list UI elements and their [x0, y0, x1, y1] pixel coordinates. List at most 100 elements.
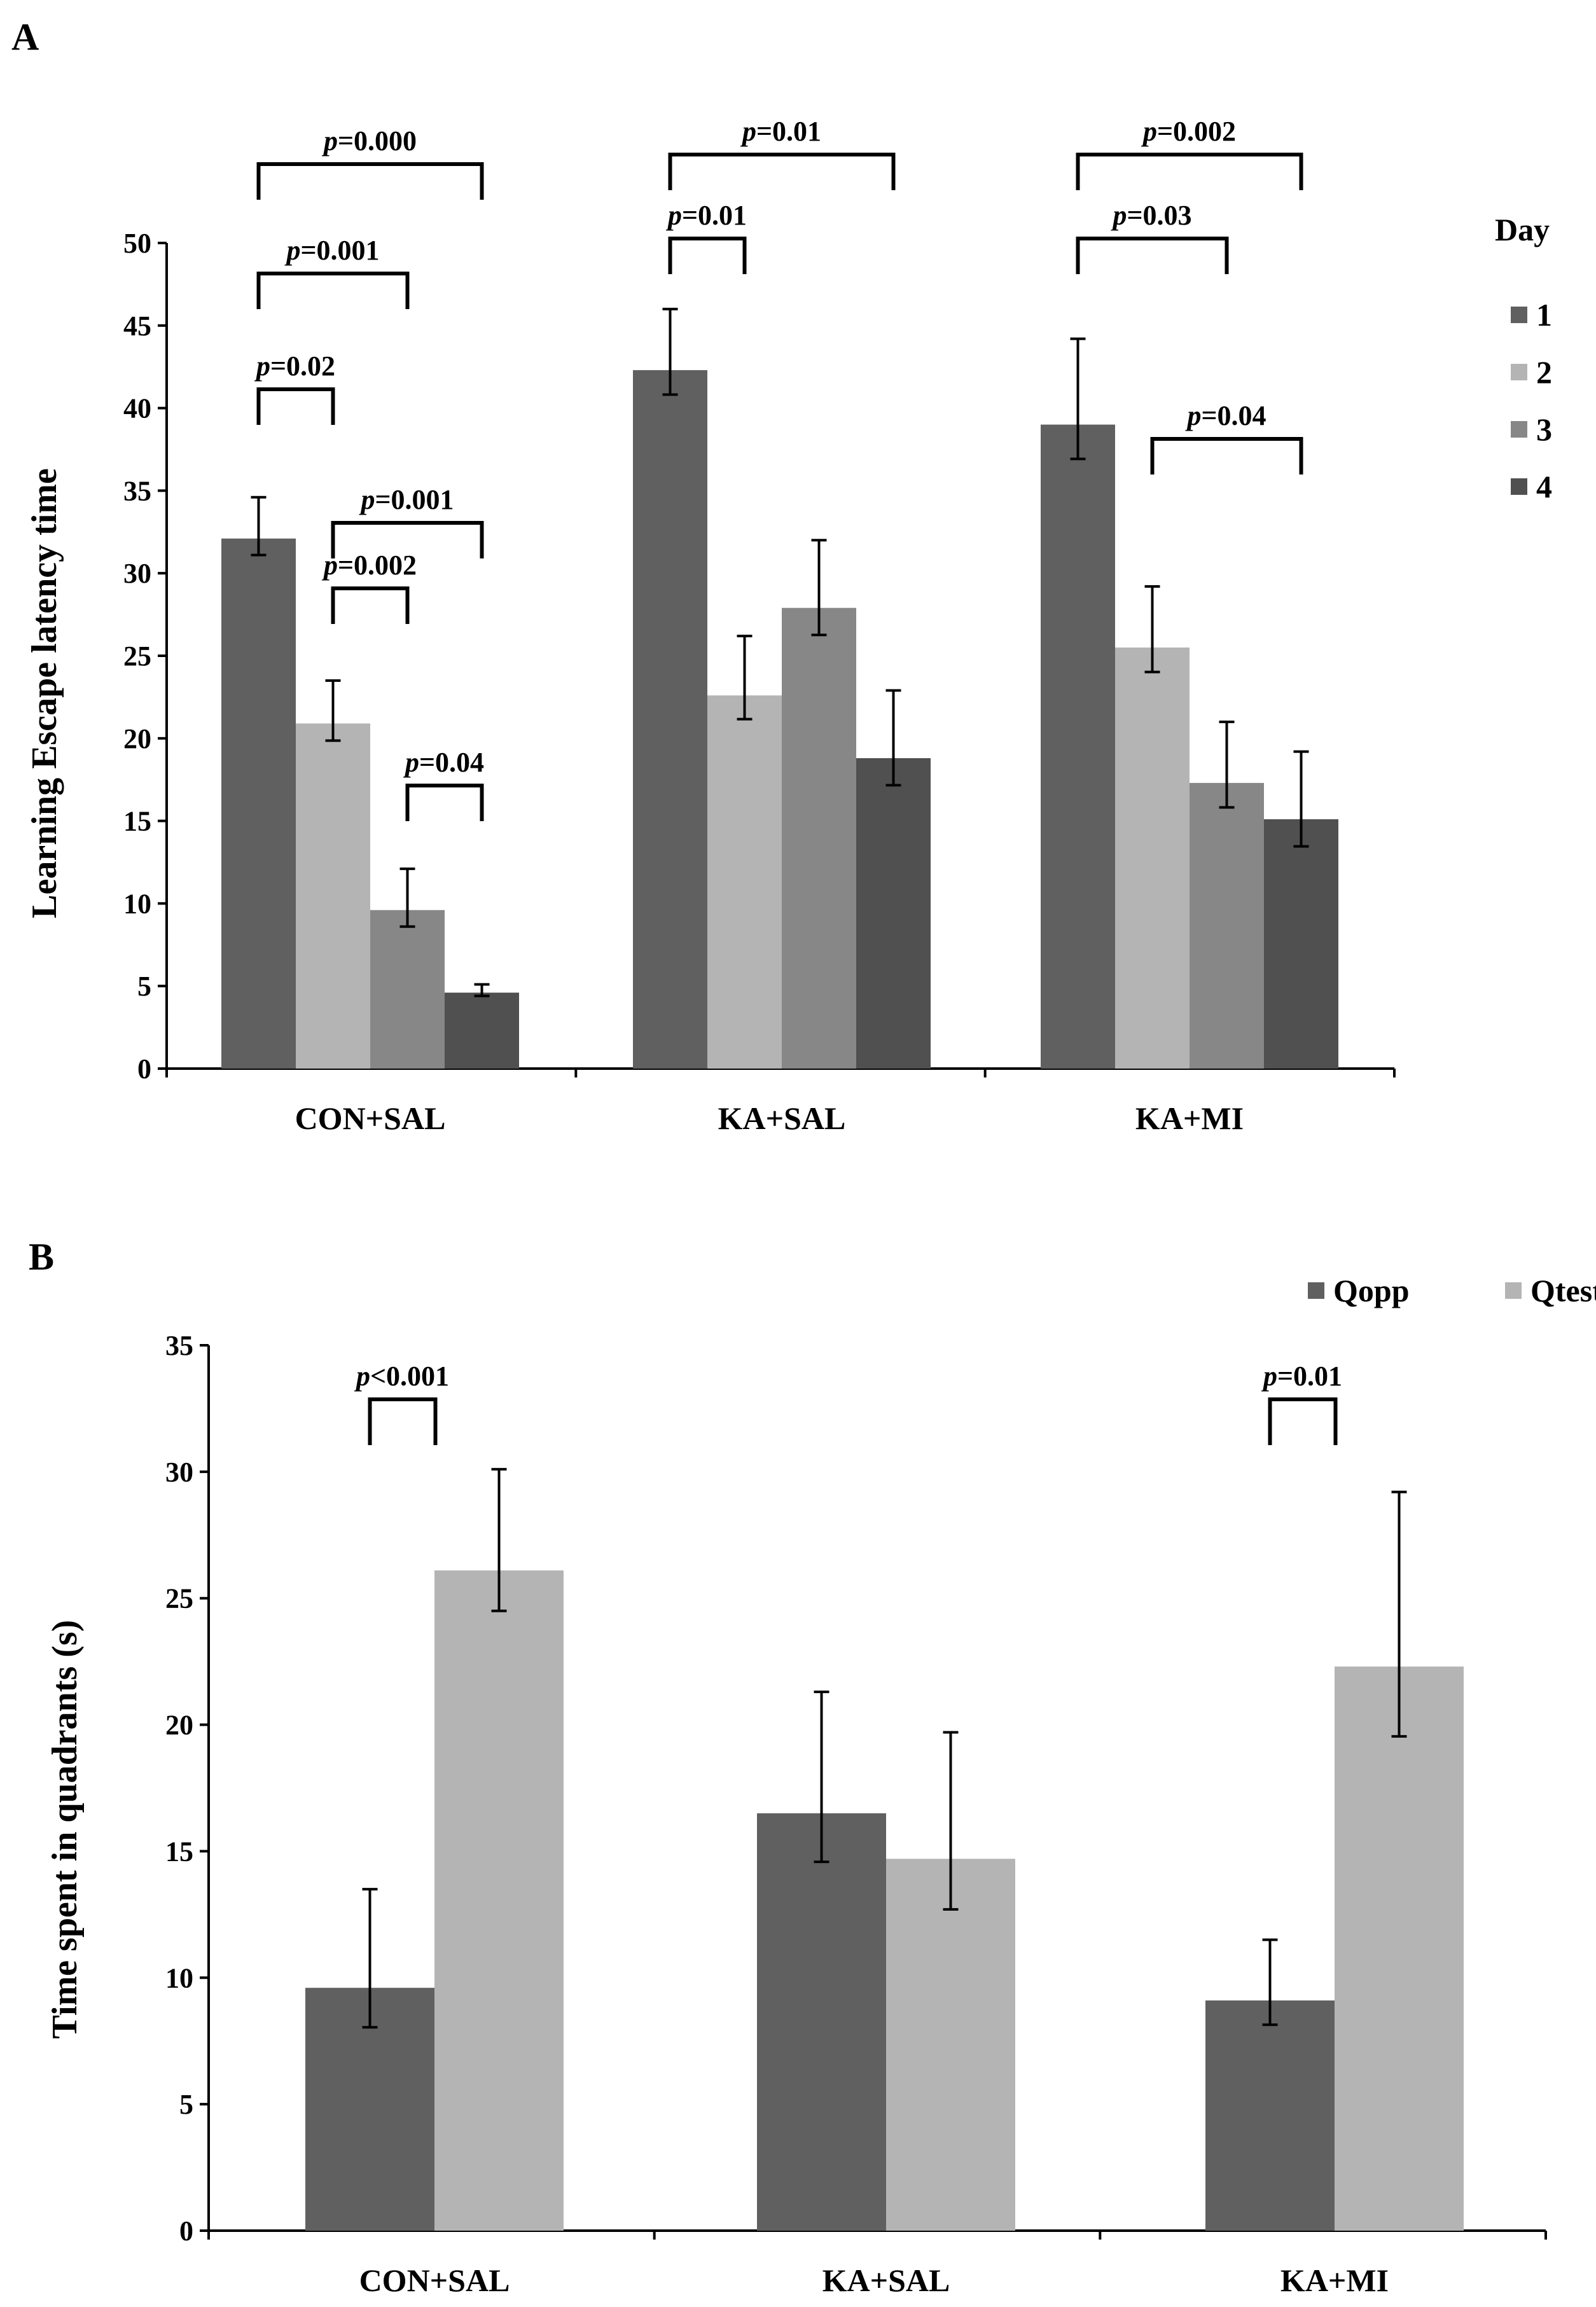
panel-a-significance-bracket: [331, 586, 410, 624]
panel-a-p-symbol: p: [1110, 200, 1127, 231]
panel-a-bar-series-4-KA+MI: [1264, 819, 1338, 1069]
panel-a-significance-brackets: p=0.000p=0.001p=0.02p=0.001p=0.002p=0.04…: [254, 116, 1303, 821]
panel-a-significance-bracket: [1076, 237, 1229, 274]
panel-b-bar-series-Qopp-KA+MI: [1205, 2000, 1335, 2231]
panel-a-p-value: =0.002: [1157, 116, 1236, 147]
panel-a-bar-series-3-CON+SAL: [370, 910, 445, 1069]
panel-b-bar-series-Qtest-KA+MI: [1335, 1666, 1464, 2231]
panel-a-bar-series-1-KA+SAL: [633, 370, 707, 1069]
panel-a-significance-bracket: [1150, 437, 1303, 475]
panel-a-legend-swatch-2: [1511, 364, 1527, 380]
panel-a-p-value: =0.01: [756, 116, 821, 147]
panel-b-y-tick-label: 10: [165, 1962, 193, 1993]
panel-b-y-axis-label: Time spent in quadrants (s): [45, 1620, 85, 2039]
panel-b-legend-label-Qtest: Qtest: [1530, 1273, 1596, 1308]
panel-a-p-value-label: p=0.002: [1141, 116, 1236, 147]
panel-b-letter: B: [29, 1236, 54, 1278]
panel-b-category-label: KA+SAL: [822, 2262, 950, 2298]
panel-a-significance-bracket: [331, 521, 484, 558]
panel-a-p-value: =0.001: [375, 484, 454, 515]
panel-b-category-label: KA+MI: [1280, 2262, 1389, 2298]
panel-a-p-value-label: p=0.01: [665, 200, 747, 231]
panel-a-y-tick-label: 35: [123, 475, 151, 506]
panel-b-p-symbol: p: [1261, 1361, 1277, 1392]
panel-a-y-tick-label: 10: [123, 888, 151, 919]
panel-a-bar-series-1-CON+SAL: [221, 538, 296, 1069]
panel-b-legend-label-Qopp: Qopp: [1333, 1273, 1410, 1308]
panel-a-p-value-label: p=0.02: [254, 350, 335, 382]
panel-a-y-tick-label: 50: [123, 228, 151, 259]
panel-a-significance-bracket: [256, 272, 410, 309]
panel-a-p-value: =0.02: [270, 350, 335, 382]
panel-a-significance-bracket: [405, 784, 484, 821]
panel-a-axes: 0 5 10 15 20 25 30 35 40 45 50 CON+SAL KA+SAL KA+MI: [123, 228, 1396, 1136]
panel-a-bar-series-2-KA+SAL: [707, 695, 782, 1069]
panel-a: A 0 5 10 15 20 25 30 35 40 45 50 CON+SAL KA+SAL KA+MI…: [11, 16, 1552, 1136]
panel-a-y-tick-label: 15: [123, 806, 151, 837]
panel-b-legend-swatch-Qtest: [1505, 1282, 1522, 1299]
panel-a-p-value-label: p=0.03: [1110, 200, 1191, 231]
panel-a-legend: Day 1 2 3 4: [1495, 212, 1552, 504]
panel-a-p-value: =0.001: [300, 235, 379, 266]
panel-a-p-symbol: p: [284, 235, 300, 266]
panel-a-p-value-label: p=0.04: [403, 747, 484, 778]
panel-a-y-tick-label: 5: [137, 971, 151, 1002]
panel-b-p-value: <0.001: [370, 1361, 449, 1392]
panel-a-legend-label-4: 4: [1536, 469, 1552, 504]
panel-b-y-tick-label: 35: [165, 1330, 193, 1361]
panel-a-bar-series-3-KA+MI: [1190, 782, 1264, 1069]
panel-a-category-label: KA+SAL: [718, 1100, 846, 1136]
panel-a-legend-swatch-4: [1511, 478, 1527, 495]
panel-a-p-value-label: p=0.002: [321, 550, 417, 581]
panel-a-p-value: =0.04: [1201, 400, 1266, 431]
panel-a-y-axis-label: Learning Escape latency time: [25, 468, 64, 918]
panel-a-legend-label-2: 2: [1536, 354, 1552, 390]
panel-a-p-value-label: p=0.001: [358, 484, 454, 515]
panel-a-p-symbol: p: [321, 125, 338, 156]
panel-a-y-tick-label: 45: [123, 310, 151, 342]
panel-a-p-symbol: p: [254, 350, 270, 382]
panel-a-p-symbol: p: [1184, 400, 1201, 431]
panel-a-bar-series-2-KA+MI: [1115, 648, 1190, 1069]
panel-a-p-symbol: p: [358, 484, 375, 515]
panel-b-legend-swatch-Qopp: [1308, 1282, 1324, 1299]
panel-a-p-symbol: p: [665, 200, 682, 231]
panel-a-legend-swatch-3: [1511, 421, 1527, 438]
panel-b-category-label: CON+SAL: [359, 2262, 510, 2298]
panel-a-p-value-label: p=0.000: [321, 125, 417, 156]
panel-a-y-tick-label: 25: [123, 641, 151, 672]
panel-a-p-symbol: p: [403, 747, 419, 778]
panel-b-y-tick-label: 20: [165, 1710, 193, 1741]
panel-b-significance-bracket: [1268, 1397, 1338, 1445]
panel-a-legend-title: Day: [1495, 212, 1550, 247]
panel-b-bars: [305, 1467, 1464, 2231]
panel-a-bars: [221, 307, 1338, 1069]
panel-a-legend-swatch-1: [1511, 307, 1527, 323]
panel-b-bar-series-Qtest-CON+SAL: [434, 1570, 564, 2231]
panel-a-p-value: =0.002: [338, 550, 417, 581]
panel-b-y-tick-label: 0: [179, 2215, 193, 2247]
panel-a-significance-bracket: [668, 153, 896, 190]
panel-a-p-value: =0.03: [1127, 200, 1191, 231]
panel-a-p-value: =0.01: [682, 200, 747, 231]
panel-a-significance-bracket: [256, 162, 484, 200]
panel-a-p-symbol: p: [1141, 116, 1157, 147]
panel-b-p-symbol: p: [354, 1361, 370, 1392]
panel-a-p-value-label: p=0.04: [1184, 400, 1266, 431]
panel-a-bar-series-3-KA+SAL: [782, 607, 856, 1069]
panel-a-p-symbol: p: [740, 116, 756, 147]
panel-a-significance-bracket: [256, 387, 335, 425]
panel-b-legend: Qopp Qtest: [1308, 1273, 1596, 1308]
panel-a-p-value-label: p=0.01: [740, 116, 821, 147]
panel-a-bar-series-4-CON+SAL: [445, 992, 519, 1069]
panel-a-y-tick-label: 20: [123, 723, 151, 754]
panel-b-y-tick-label: 5: [179, 2089, 193, 2120]
panel-a-p-value: =0.04: [419, 747, 484, 778]
panel-b-y-tick-label: 15: [165, 1836, 193, 1867]
panel-b-y-tick-label: 30: [165, 1457, 193, 1488]
panel-b-p-value: =0.01: [1277, 1361, 1342, 1392]
panel-a-y-tick-label: 40: [123, 393, 151, 424]
panel-a-bar-series-2-CON+SAL: [296, 723, 370, 1069]
